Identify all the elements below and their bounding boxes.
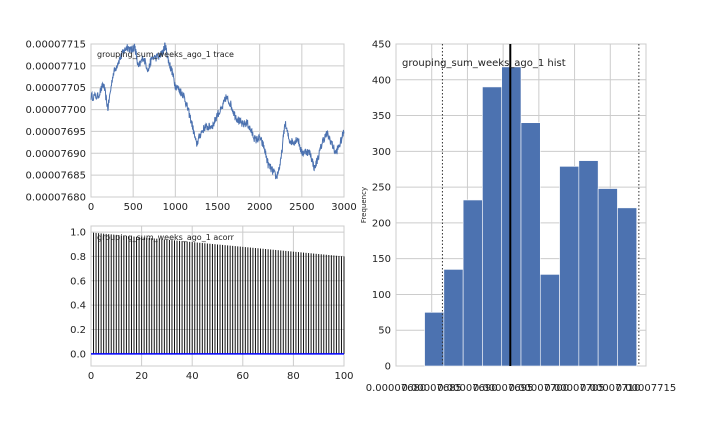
hist-bar: [617, 207, 638, 367]
trace-y-tick-label: 0.00007705: [26, 83, 86, 94]
hist-y-tick-label: 250: [372, 183, 391, 194]
trace-annotation: grouping_sum_weeks_ago_1 trace: [97, 50, 234, 59]
acorr-x-tick-label: 80: [287, 371, 300, 382]
trace-x-tick-label: 2500: [289, 202, 314, 213]
hist-bar: [462, 199, 483, 367]
trace-x-tick-label: 1000: [163, 202, 188, 213]
hist-x-tick-label: 0.00007705: [544, 383, 604, 394]
acorr-annotation: grouping_sum_weeks_ago_1 acorr: [97, 233, 235, 242]
trace-x-tick-label: 1500: [205, 202, 230, 213]
trace-panel: 0 500 1000 1500 2000 2500 3000 0.000076800.000…: [26, 40, 357, 214]
hist-x-tick-labels: 0.000076800.000076850.000076900.00007695…: [366, 383, 676, 394]
hist-y-tick-label: 150: [372, 254, 391, 265]
acorr-panel: 0 20 40 60 80 100 0.0 0.2 0.4 0.6 0.8 1.0 grouping…: [70, 225, 354, 382]
hist-y-tick-label: 50: [378, 326, 391, 337]
acorr-x-tick-label: 40: [186, 371, 199, 382]
hist-x-tick-label: 0.00007690: [437, 383, 497, 394]
hist-bar: [501, 66, 522, 367]
hist-reference-lines: [441, 44, 640, 366]
acorr-x-tick-labels: 0 20 40 60 80 100: [88, 371, 354, 382]
acorr-y-tick-label: 0.6: [70, 276, 86, 287]
trace-y-tick-label: 0.00007680: [26, 193, 86, 204]
trace-x-tick-label: 500: [124, 202, 143, 213]
hist-x-tick-label: 0.00007715: [616, 383, 676, 394]
hist-annotation: grouping_sum_weeks_ago_1 hist: [402, 58, 566, 69]
trace-x-tick-label: 3000: [331, 202, 356, 213]
hist-y-tick-label: 300: [372, 147, 391, 158]
hist-x-tick-label: 0.00007700: [509, 383, 569, 394]
acorr-x-tick-label: 60: [236, 371, 249, 382]
hist-y-tick-label: 100: [372, 290, 391, 301]
hist-bar: [424, 312, 445, 367]
hist-bar: [578, 160, 599, 367]
acorr-y-tick-label: 0.4: [70, 301, 86, 312]
hist-bars: [424, 66, 638, 367]
trace-x-tick-labels: 0 500 1000 1500 2000 2500 3000: [88, 202, 357, 213]
hist-y-axis-label: Frequency: [360, 187, 368, 223]
hist-bar: [597, 188, 618, 367]
hist-x-tick-label: 0.00007680: [366, 383, 426, 394]
hist-panel: 0.000076800.000076850.000076900.00007695…: [360, 40, 676, 395]
trace-x-tick-label: 2000: [247, 202, 272, 213]
hist-bar: [559, 166, 580, 367]
trace-y-tick-label: 0.00007695: [26, 127, 86, 138]
trace-grid: [90, 43, 345, 198]
hist-x-tick-label: 0.00007695: [473, 383, 533, 394]
hist-bar: [482, 86, 503, 367]
hist-y-tick-labels: 0 50 100 150 200 250 300 350 400 450: [372, 40, 391, 373]
hist-x-tick-label: 0.00007710: [580, 383, 640, 394]
hist-x-tick-label: 0.00007685: [401, 383, 461, 394]
acorr-x-tick-label: 0: [88, 371, 94, 382]
hist-bar: [539, 274, 560, 367]
trace-y-tick-label: 0.00007715: [26, 40, 86, 51]
trace-y-tick-label: 0.00007710: [26, 61, 86, 72]
trace-y-tick-label: 0.00007700: [26, 105, 86, 116]
hist-y-tick-label: 350: [372, 111, 391, 122]
acorr-x-tick-label: 100: [334, 371, 353, 382]
trace-y-tick-label: 0.00007690: [26, 149, 86, 160]
acorr-y-tick-labels: 0.0 0.2 0.4 0.6 0.8 1.0: [70, 228, 86, 361]
acorr-y-tick-label: 0.8: [70, 252, 86, 263]
acorr-y-tick-label: 0.0: [70, 349, 86, 360]
trace-y-tick-label: 0.00007685: [26, 171, 86, 182]
acorr-bars: [93, 232, 345, 354]
acorr-x-tick-label: 20: [135, 371, 148, 382]
acorr-y-tick-label: 0.2: [70, 325, 86, 336]
trace-x-tick-label: 0: [88, 202, 94, 213]
acorr-y-tick-label: 1.0: [70, 228, 86, 239]
hist-bar: [520, 122, 541, 367]
hist-y-tick-label: 450: [372, 40, 391, 51]
hist-y-tick-label: 200: [372, 218, 391, 229]
trace-y-tick-labels: 0.00007680 0.00007685 0.00007690 0.00007695…: [26, 40, 86, 204]
hist-y-tick-label: 400: [372, 75, 391, 86]
hist-y-tick-label: 0: [385, 362, 391, 373]
hist-bar: [443, 269, 464, 367]
trace-series-line: [90, 42, 345, 180]
